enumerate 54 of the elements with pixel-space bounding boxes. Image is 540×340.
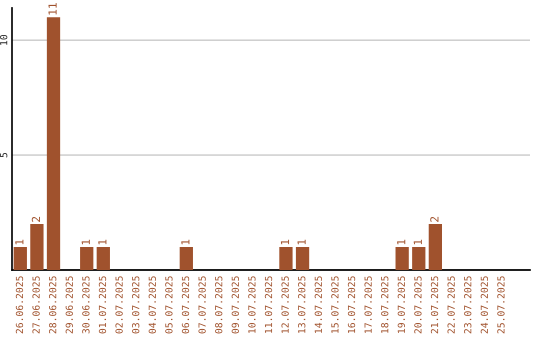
x-tick-label: 04.07.2025 bbox=[148, 276, 156, 334]
data-label: 1 bbox=[82, 240, 90, 244]
data-label: 1 bbox=[397, 240, 406, 244]
data-label: 1 bbox=[15, 240, 24, 244]
x-tick-label: 08.07.2025 bbox=[215, 276, 222, 334]
x-tick-label: 24.07.2025 bbox=[480, 276, 488, 334]
y-tick-label: 10 bbox=[0, 34, 8, 45]
bar bbox=[279, 247, 293, 270]
x-tick-label: 28.06.2025 bbox=[49, 276, 56, 334]
bar bbox=[30, 224, 44, 270]
x-tick-label: 23.07.2025 bbox=[464, 276, 472, 334]
x-tick-label: 14.07.2025 bbox=[314, 276, 322, 333]
x-tick-label: 06.07.2025 bbox=[182, 276, 190, 334]
bar bbox=[46, 17, 60, 270]
x-tick-label: 02.07.2025 bbox=[115, 276, 123, 334]
x-tick-label: 18.07.2025 bbox=[381, 276, 388, 333]
x-tick-label: 20.07.2025 bbox=[414, 276, 422, 334]
x-tick-label: 30.06.2025 bbox=[82, 276, 90, 334]
x-tick-label: 19.07.2025 bbox=[398, 276, 406, 333]
x-tick-label: 25.07.2025 bbox=[497, 276, 505, 334]
y-tick-label: 5 bbox=[0, 152, 8, 158]
x-tick-label: 21.07.2025 bbox=[430, 276, 438, 334]
x-tick-label: 07.07.2025 bbox=[198, 276, 206, 334]
x-tick-label: 29.06.2025 bbox=[66, 276, 73, 334]
x-tick-label: 26.06.2025 bbox=[16, 276, 24, 334]
data-label: 1 bbox=[414, 240, 422, 244]
bar bbox=[396, 247, 409, 270]
data-label: 2 bbox=[430, 216, 438, 222]
x-tick-label: 15.07.2025 bbox=[331, 276, 339, 333]
x-tick-label: 10.07.2025 bbox=[248, 276, 256, 333]
x-tick-label: 22.07.2025 bbox=[447, 276, 455, 334]
data-label: 2 bbox=[32, 216, 40, 222]
data-label: 1 bbox=[181, 240, 190, 244]
data-label: 1 bbox=[280, 240, 290, 244]
x-tick-label: 13.07.2025 bbox=[298, 276, 306, 333]
x-tick-label: 05.07.2025 bbox=[165, 276, 173, 334]
bar bbox=[14, 247, 27, 270]
bar bbox=[96, 247, 110, 270]
data-label: 1 bbox=[98, 240, 106, 244]
x-tick-label: 12.07.2025 bbox=[281, 276, 289, 333]
x-tick-label: 16.07.2025 bbox=[348, 276, 356, 333]
bar bbox=[428, 224, 442, 270]
bar bbox=[180, 247, 193, 270]
x-tick-label: 27.06.2025 bbox=[32, 276, 40, 334]
x-tick-label: 01.07.2025 bbox=[98, 276, 106, 334]
data-label: 1 bbox=[298, 240, 306, 244]
bar bbox=[296, 247, 310, 270]
bar bbox=[80, 247, 94, 270]
x-tick-label: 17.07.2025 bbox=[364, 276, 372, 333]
data-label: 11 bbox=[48, 3, 57, 14]
x-tick-label: 09.07.2025 bbox=[232, 276, 239, 334]
x-tick-label: 03.07.2025 bbox=[132, 276, 140, 334]
x-tick-label: 11.07.2025 bbox=[264, 276, 272, 333]
bar bbox=[412, 247, 426, 270]
